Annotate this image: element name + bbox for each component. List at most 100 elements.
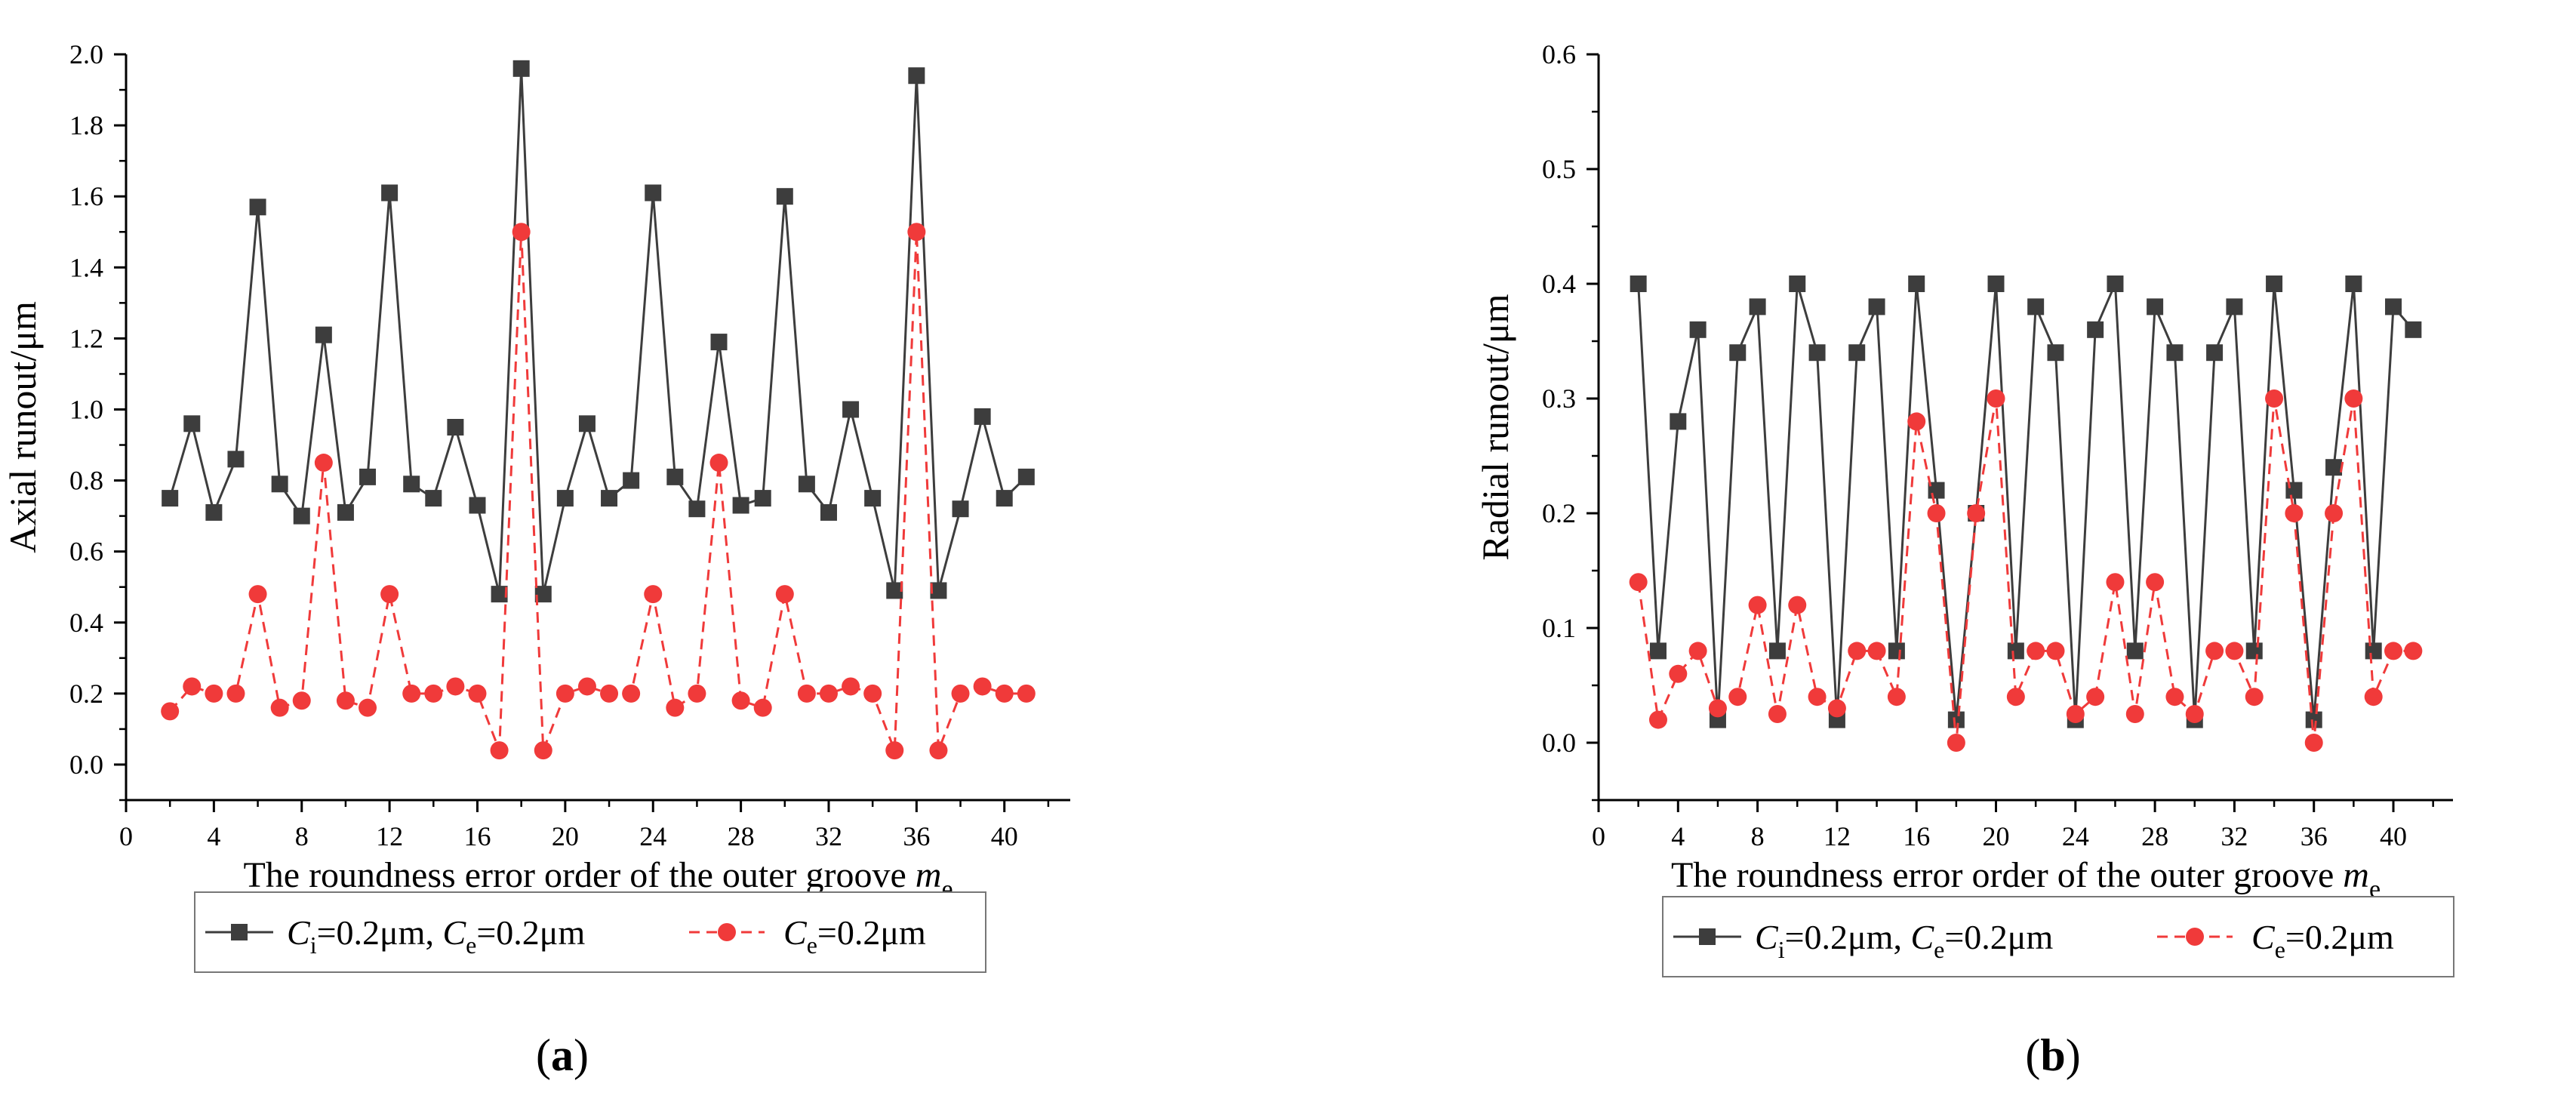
series-2-point [951, 684, 970, 703]
series-2-point [270, 698, 289, 717]
series-1-point [2126, 642, 2144, 660]
x-tick-label: 0 [1592, 821, 1605, 851]
series-2-point [205, 684, 223, 703]
series-1-point [930, 582, 947, 599]
series-1-point [447, 419, 464, 436]
series-1-point [2345, 276, 2362, 292]
series-2-point [1788, 596, 1807, 614]
series-1-point [337, 503, 354, 521]
series-1-point [403, 476, 420, 493]
series-2-point [2066, 705, 2085, 723]
x-axis-label: The roundness error order of the outer g… [243, 855, 953, 903]
series-2-point [2344, 389, 2363, 408]
series-2-point [1748, 596, 1767, 614]
series-1-point [2385, 298, 2402, 316]
y-tick-label: 0.0 [69, 750, 103, 780]
series-2-point [819, 684, 838, 703]
x-tick-label: 0 [119, 821, 133, 851]
series-2-point [2165, 688, 2184, 706]
y-tick-label: 0.6 [69, 537, 103, 567]
series-1-point [886, 582, 903, 599]
legend-box [194, 891, 986, 973]
series-2-point [1808, 688, 1827, 706]
x-tick-label: 28 [728, 821, 755, 851]
series-1-point [271, 476, 288, 493]
x-tick-label: 40 [991, 821, 1018, 851]
series-2-point [797, 684, 816, 703]
series-2-point [2125, 705, 2144, 723]
y-tick-label: 1.2 [69, 323, 103, 353]
legend-series-2-marker [718, 923, 736, 941]
series-2-point [2106, 573, 2125, 592]
series-1-point [183, 415, 201, 432]
series-1-point [1768, 642, 1786, 660]
series-2-point [885, 741, 904, 760]
x-tick-label: 32 [815, 821, 842, 851]
series-2-point [753, 698, 772, 717]
x-tick-label: 16 [1903, 821, 1930, 851]
x-tick-label: 16 [463, 821, 491, 851]
x-tick-label: 20 [1983, 821, 2010, 851]
series-1-point [469, 497, 486, 514]
panel-label: (a) [536, 1030, 589, 1080]
series-1-point [1808, 344, 1826, 362]
series-2-line [1637, 398, 2414, 743]
y-tick-label: 0.5 [1542, 154, 1576, 184]
x-tick-label: 8 [1751, 821, 1765, 851]
series-2-point [1848, 642, 1867, 660]
series-2-point [2185, 705, 2204, 723]
series-2-point [402, 684, 421, 703]
series-2-point [1927, 504, 1946, 522]
series-1-point [1908, 276, 1925, 292]
series-1-point [601, 490, 618, 507]
series-1-point [2365, 642, 2382, 660]
series-2-point [1768, 705, 1787, 723]
legend-series-1-marker [1699, 928, 1716, 945]
y-tick-label: 0.2 [69, 679, 103, 709]
series-2-point [688, 684, 706, 703]
series-2-point [2245, 688, 2264, 706]
series-2-point [2006, 688, 2025, 706]
series-1-line [1637, 283, 2414, 720]
series-2-point [161, 702, 180, 721]
y-tick-label: 0.6 [1542, 39, 1576, 69]
series-2-point [2285, 504, 2304, 522]
series-1-point [2166, 344, 2184, 362]
series-2-point [1827, 699, 1846, 718]
series-2-point [1708, 699, 1727, 718]
series-2-point [1648, 710, 1667, 729]
series-1-point [842, 401, 860, 418]
series-1-point [776, 188, 793, 205]
series-2-point [2364, 688, 2383, 706]
series-2-point [446, 677, 465, 696]
series-1-point [491, 586, 508, 603]
series-1-point [974, 408, 991, 425]
series-2-point [534, 741, 552, 760]
y-tick-label: 1.6 [69, 181, 103, 211]
series-1-point [996, 490, 1013, 507]
series-1-point [249, 199, 266, 216]
series-2-point [600, 684, 619, 703]
series-2-point [1629, 573, 1648, 592]
x-tick-label: 8 [295, 821, 309, 851]
series-1-point [2405, 321, 2422, 338]
series-1-point [1848, 344, 1866, 362]
series-1-point [732, 497, 749, 514]
series-2-point [468, 684, 487, 703]
series-1-point [578, 415, 596, 432]
series-2-point [1967, 504, 1986, 522]
series-1-point [908, 67, 925, 85]
y-tick-label: 0.3 [1542, 383, 1576, 414]
x-tick-label: 24 [2062, 821, 2089, 851]
series-2-point [863, 684, 882, 703]
series-2-point [336, 691, 355, 710]
y-tick-label: 0.4 [1542, 269, 1576, 299]
series-1-point [798, 476, 815, 493]
series-2-point [2404, 642, 2423, 660]
series-1-point [666, 468, 684, 485]
series-1-point [425, 490, 442, 507]
x-tick-label: 36 [2301, 821, 2328, 851]
series-1-point [864, 490, 882, 507]
series-1-point [2325, 459, 2343, 476]
legend-series-1-label: Ci=0.2μm, Ce=0.2μm [287, 913, 585, 959]
